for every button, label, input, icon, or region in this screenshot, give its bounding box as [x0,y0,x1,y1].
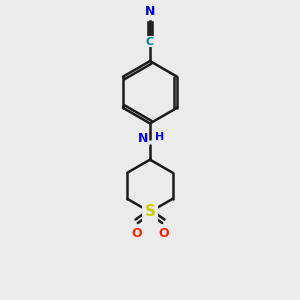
Text: S: S [145,204,155,219]
Text: C: C [146,37,154,47]
Text: O: O [131,226,142,240]
Text: H: H [155,132,165,142]
Text: N: N [145,5,155,18]
Text: O: O [158,226,169,240]
Text: N: N [138,132,148,146]
